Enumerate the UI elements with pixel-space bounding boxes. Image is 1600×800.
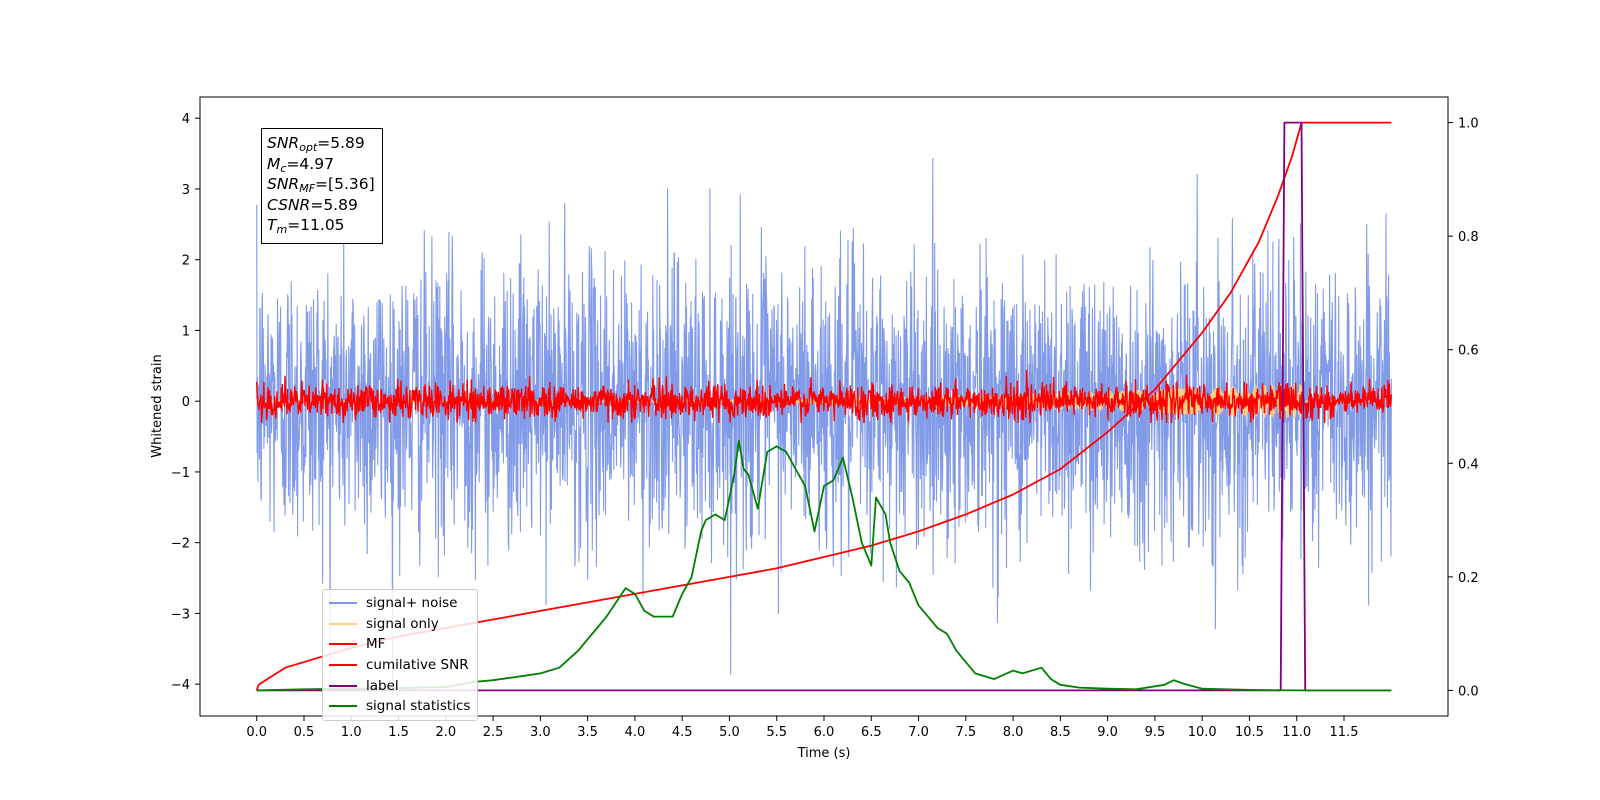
- series-mf: [256, 369, 1392, 424]
- x-tick-label: 0.0: [246, 725, 267, 740]
- y-tick-label: 0: [182, 395, 190, 410]
- series-signal-statistics: [256, 439, 1392, 692]
- snr-opt-annotation: SNRopt=5.89: [267, 134, 365, 154]
- merger-time-annotation: Tm=11.05: [267, 216, 345, 236]
- x-tick-label: 9.5: [1145, 725, 1166, 740]
- y2-tick-label: 0.8: [1458, 230, 1479, 245]
- x-tick-label: 2.5: [483, 725, 504, 740]
- x-tick-label: 7.0: [908, 725, 929, 740]
- x-tick-label: 8.0: [1003, 725, 1024, 740]
- y2-tick-label: 1.0: [1458, 117, 1479, 132]
- x-tick-label: 5.0: [719, 725, 740, 740]
- x-tick-label: 10.0: [1188, 725, 1217, 740]
- x-tick-label: 6.0: [814, 725, 835, 740]
- y-axis-left: 4 3 2 1 0 −1 −2 −3 −4: [171, 112, 200, 693]
- y-axis-label: Whitened strain: [150, 354, 165, 457]
- chirp-mass-annotation: Mc=4.97: [267, 154, 334, 175]
- y-tick-label: 2: [182, 254, 190, 269]
- x-tick-label: 7.5: [955, 725, 976, 740]
- y-tick-label: −3: [171, 607, 190, 622]
- csnr-annotation: CSNR=5.89: [267, 195, 358, 214]
- y-tick-label: −2: [171, 537, 190, 552]
- y-axis-right: 1.0 0.8 0.6 0.4 0.2 0.0: [1448, 117, 1479, 699]
- x-tick-label: 6.5: [861, 725, 882, 740]
- x-tick-label: 5.5: [766, 725, 787, 740]
- x-tick-label: 9.0: [1097, 725, 1118, 740]
- legend-item-mf: MF: [323, 634, 477, 655]
- y2-tick-label: 0.0: [1458, 684, 1479, 699]
- x-tick-label: 4.5: [672, 725, 693, 740]
- legend-item-signal-noise: signal+ noise: [323, 593, 477, 614]
- legend-swatch: [329, 622, 357, 625]
- y2-tick-label: 0.6: [1458, 344, 1479, 359]
- legend-item-cumulative-snr: cumilative SNR: [323, 655, 477, 676]
- y2-tick-label: 0.2: [1458, 571, 1479, 586]
- legend-item-signal-only: signal only: [323, 614, 477, 635]
- annotation-box: SNRopt=5.89 Mc=4.97 SNRMF=[5.36] CSNR=5.…: [261, 128, 383, 244]
- legend-swatch: [329, 643, 357, 646]
- x-tick-label: 11.5: [1330, 725, 1359, 740]
- x-tick-label: 3.5: [577, 725, 598, 740]
- y-tick-label: 4: [182, 112, 190, 127]
- legend-swatch: [329, 664, 357, 667]
- y-tick-label: −4: [171, 678, 190, 693]
- legend-swatch: [329, 684, 357, 687]
- legend-item-label: label: [323, 675, 477, 696]
- x-tick-label: 3.0: [530, 725, 551, 740]
- x-tick-label: 10.5: [1235, 725, 1264, 740]
- x-tick-label: 11.0: [1282, 725, 1311, 740]
- x-tick-label: 2.0: [435, 725, 456, 740]
- legend-swatch: [329, 705, 357, 708]
- y2-tick-label: 0.4: [1458, 457, 1479, 472]
- y-tick-label: 3: [182, 183, 190, 198]
- x-tick-label: 4.0: [625, 725, 646, 740]
- x-tick-label: 1.0: [341, 725, 362, 740]
- x-axis: 0.0 0.5 1.0 1.5 2.0 2.5 3.0 3.5 4.0 4.5 5.0 5.5 6.0 6…: [246, 716, 1358, 740]
- x-tick-label: 0.5: [294, 725, 315, 740]
- legend: signal+ noise signal only MF cumilative …: [322, 589, 478, 721]
- x-tick-label: 8.5: [1050, 725, 1071, 740]
- x-axis-label: Time (s): [797, 746, 851, 761]
- y-tick-label: 1: [182, 324, 190, 339]
- snr-mf-annotation: SNRMF=[5.36]: [267, 175, 375, 195]
- y-tick-label: −1: [171, 466, 190, 481]
- x-tick-label: 1.5: [388, 725, 409, 740]
- legend-item-signal-statistics: signal statistics: [323, 696, 477, 717]
- legend-swatch: [329, 602, 357, 605]
